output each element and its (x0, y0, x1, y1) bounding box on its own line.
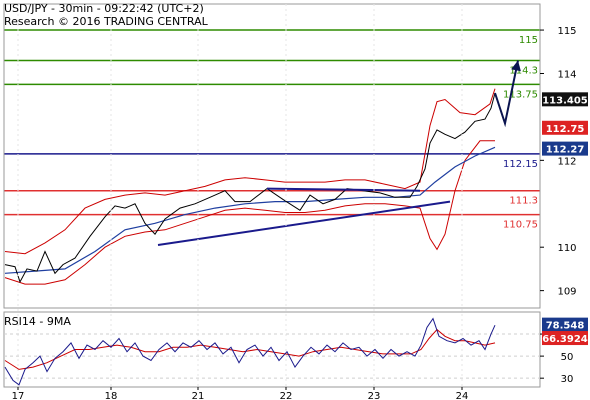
level-label: 114.3 (509, 65, 538, 76)
rsi-ma-line (4, 328, 496, 370)
level-label: 110.75 (503, 220, 538, 231)
x-tick-label: 23 (368, 391, 381, 400)
series-trendline (157, 200, 451, 246)
series-bollinger-lower (4, 140, 495, 285)
y-tick-label: 109 (557, 287, 576, 298)
x-tick-label: 18 (105, 391, 118, 400)
price-tag (542, 141, 588, 156)
series-projection (494, 60, 519, 128)
y-tick-label: 110 (557, 243, 576, 254)
level-label: 112.15 (503, 159, 538, 170)
chart-copyright: Research © 2016 TRADING CENTRAL (4, 15, 208, 28)
price-tag-label: 113.405 (542, 95, 588, 106)
price-tag (542, 317, 588, 332)
price-tag-label: 112.75 (546, 124, 585, 135)
price-tag-label: 66.3924 (542, 334, 588, 345)
x-tick-label: 24 (456, 391, 469, 400)
level-label: 111.3 (509, 196, 538, 207)
price-tag-label: 112.27 (546, 145, 585, 156)
rsi-y-tick-label: 30 (561, 374, 574, 385)
series-triangle-top (266, 187, 421, 192)
x-tick-label: 17 (12, 391, 25, 400)
level-label: 113.75 (503, 89, 538, 100)
projection-arrow-head (511, 60, 521, 72)
series-price (4, 92, 496, 284)
chart-title: USD/JPY - 30min - 09:22:42 (UTC+2) (4, 2, 204, 15)
rsi-plot-frame (3, 311, 541, 388)
rsi-panel-label: RSI14 - 9MA (4, 315, 71, 328)
main-plot-frame (3, 3, 541, 309)
x-tick-label: 21 (192, 391, 205, 400)
price-tag-label: 78.548 (546, 321, 585, 332)
y-tick-label: 112 (557, 156, 576, 167)
level-label: 115 (519, 35, 538, 46)
series-bollinger-upper (4, 88, 496, 255)
price-tag (542, 331, 588, 346)
price-tag (542, 120, 588, 135)
y-tick-label: 114 (557, 69, 576, 80)
rsi-line (4, 317, 496, 386)
price-tag (542, 92, 588, 107)
y-tick-label: 115 (557, 26, 576, 37)
rsi-y-tick-label: 50 (561, 352, 574, 363)
series-moving-average (4, 146, 496, 274)
x-tick-label: 22 (280, 391, 293, 400)
